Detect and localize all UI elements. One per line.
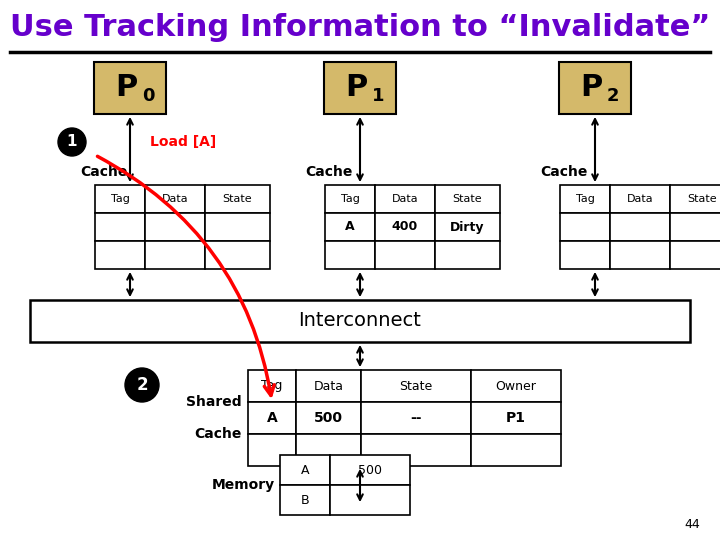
Text: 500: 500 [314, 411, 343, 425]
Text: Tag: Tag [341, 194, 359, 204]
Bar [610, 213, 670, 241]
Bar [325, 241, 375, 269]
Text: Data: Data [626, 194, 653, 204]
Bar [205, 213, 270, 241]
Circle shape [125, 368, 159, 402]
Text: Memory: Memory [212, 478, 275, 492]
Text: 2: 2 [607, 87, 619, 105]
Text: 2: 2 [136, 376, 148, 394]
Circle shape [58, 128, 86, 156]
Bar [325, 185, 375, 213]
Text: 1: 1 [67, 134, 77, 150]
Bar [95, 241, 145, 269]
Text: Data: Data [162, 194, 189, 204]
Bar [325, 213, 375, 241]
Text: Dirty: Dirty [450, 220, 485, 233]
Bar [361, 402, 471, 434]
Bar [560, 241, 610, 269]
Text: P: P [345, 73, 367, 103]
Bar [330, 455, 410, 485]
Text: Data: Data [392, 194, 418, 204]
Text: State: State [453, 194, 482, 204]
Text: Load [A]: Load [A] [150, 135, 216, 149]
Text: 400: 400 [392, 220, 418, 233]
Bar [205, 241, 270, 269]
Bar [375, 185, 435, 213]
Text: 0: 0 [142, 87, 154, 105]
Bar [670, 241, 720, 269]
Text: P1: P1 [506, 411, 526, 425]
Bar [205, 185, 270, 213]
Bar [296, 402, 361, 434]
Text: P: P [580, 73, 602, 103]
Text: 1: 1 [372, 87, 384, 105]
Bar [670, 213, 720, 241]
Bar [559, 62, 631, 114]
Text: --: -- [410, 411, 422, 425]
Text: Cache: Cache [194, 427, 242, 441]
Text: A: A [266, 411, 277, 425]
Text: Tag: Tag [575, 194, 595, 204]
Text: A: A [301, 463, 310, 476]
Bar [330, 485, 410, 515]
Text: Cache: Cache [80, 165, 127, 179]
Bar [145, 241, 205, 269]
Bar [30, 300, 690, 342]
Bar [471, 370, 561, 402]
Text: Use Tracking Information to “Invalidate”: Use Tracking Information to “Invalidate” [10, 14, 710, 43]
Text: Shared: Shared [186, 395, 242, 409]
Text: Cache: Cache [305, 165, 352, 179]
Text: A: A [345, 220, 355, 233]
Text: 44: 44 [684, 518, 700, 531]
Bar [560, 185, 610, 213]
Bar [296, 434, 361, 466]
Bar [145, 213, 205, 241]
Text: State: State [400, 380, 433, 393]
Bar [435, 185, 500, 213]
Text: Data: Data [313, 380, 343, 393]
Bar [280, 455, 330, 485]
Bar [435, 213, 500, 241]
Bar [375, 213, 435, 241]
Text: Tag: Tag [261, 380, 283, 393]
Bar [248, 402, 296, 434]
Bar [670, 185, 720, 213]
Text: Cache: Cache [540, 165, 588, 179]
Bar [324, 62, 396, 114]
Text: B: B [301, 494, 310, 507]
Bar [95, 185, 145, 213]
Bar [375, 241, 435, 269]
Bar [471, 402, 561, 434]
FancyArrowPatch shape [97, 156, 274, 395]
Bar [296, 370, 361, 402]
Bar [361, 370, 471, 402]
Bar [280, 485, 330, 515]
Bar [145, 185, 205, 213]
Text: P: P [115, 73, 137, 103]
Bar [248, 434, 296, 466]
Bar [95, 213, 145, 241]
Bar [361, 434, 471, 466]
Bar [435, 241, 500, 269]
Bar [610, 185, 670, 213]
Text: State: State [688, 194, 717, 204]
Text: 500: 500 [358, 463, 382, 476]
Bar [248, 370, 296, 402]
Text: Interconnect: Interconnect [299, 312, 421, 330]
Bar [471, 434, 561, 466]
Text: Tag: Tag [111, 194, 130, 204]
Bar [560, 213, 610, 241]
Text: Owner: Owner [495, 380, 536, 393]
Bar [94, 62, 166, 114]
Bar [610, 241, 670, 269]
Text: State: State [222, 194, 252, 204]
